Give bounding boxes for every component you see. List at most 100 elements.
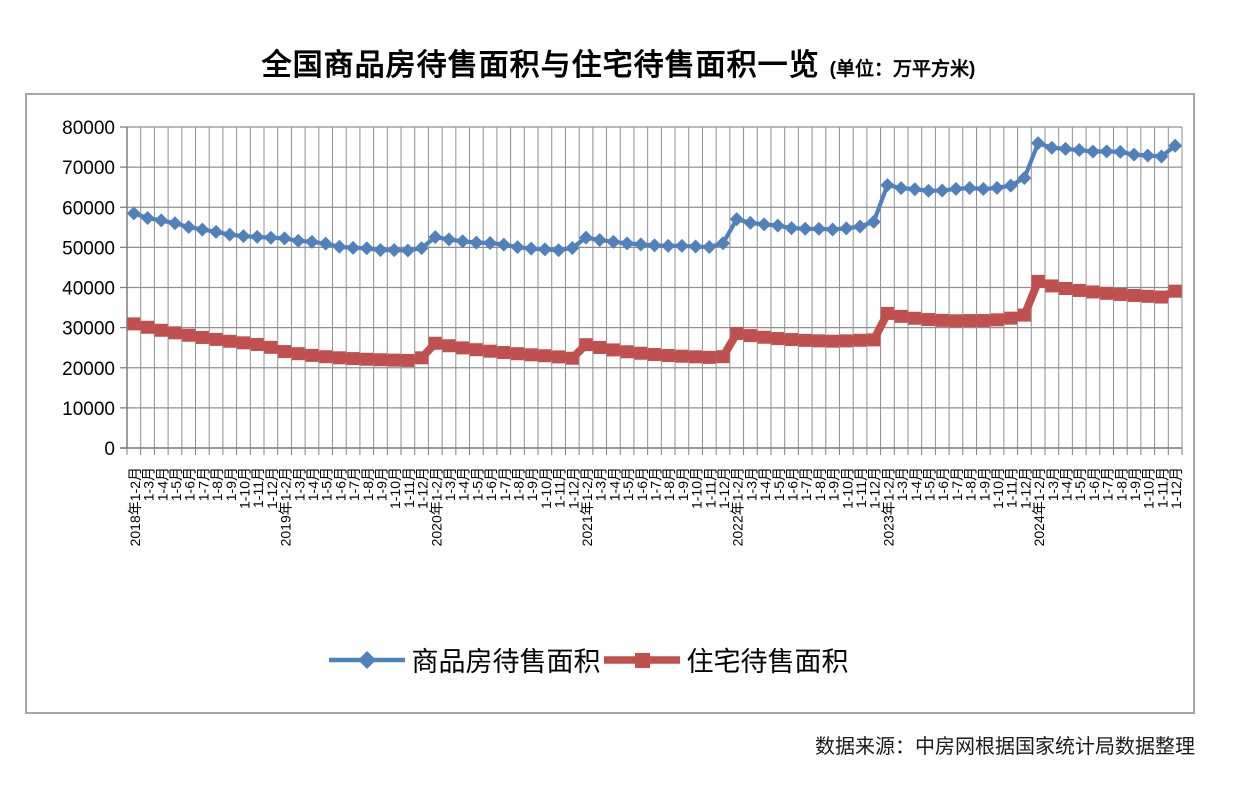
svg-text:1-4月: 1-4月: [908, 467, 924, 501]
chart-title: 全国商品房待售面积与住宅待售面积一览 (单位：万平方米): [0, 40, 1237, 84]
svg-text:1-11月: 1-11月: [702, 467, 718, 508]
svg-text:1-11月: 1-11月: [1154, 467, 1170, 508]
svg-text:1-6月: 1-6月: [1086, 467, 1102, 501]
svg-text:1-8月: 1-8月: [1113, 467, 1129, 501]
svg-text:1-9月: 1-9月: [826, 467, 842, 501]
svg-text:80000: 80000: [62, 118, 115, 139]
svg-text:1-12月: 1-12月: [415, 467, 431, 509]
legend-marker-diamond-icon: [328, 650, 405, 669]
svg-text:20000: 20000: [62, 359, 115, 380]
svg-text:1-10月: 1-10月: [538, 467, 554, 509]
svg-text:1-8月: 1-8月: [209, 467, 225, 501]
svg-text:1-3月: 1-3月: [1045, 467, 1061, 501]
svg-text:1-6月: 1-6月: [483, 467, 499, 501]
svg-text:1-11月: 1-11月: [853, 467, 869, 508]
svg-text:1-3月: 1-3月: [894, 467, 910, 501]
svg-text:1-10月: 1-10月: [990, 467, 1006, 509]
svg-text:1-11月: 1-11月: [401, 467, 417, 508]
svg-text:1-4月: 1-4月: [154, 467, 170, 501]
svg-text:30000: 30000: [62, 319, 115, 340]
svg-text:1-11月: 1-11月: [1004, 467, 1020, 508]
svg-text:1-7月: 1-7月: [497, 467, 513, 501]
svg-text:1-10月: 1-10月: [236, 467, 252, 509]
svg-text:1-9月: 1-9月: [223, 467, 239, 501]
svg-text:1-12月: 1-12月: [264, 467, 280, 509]
svg-text:1-10月: 1-10月: [1141, 467, 1157, 509]
svg-text:1-9月: 1-9月: [1127, 467, 1143, 501]
svg-text:1-4月: 1-4月: [1059, 467, 1075, 501]
svg-text:1-4月: 1-4月: [456, 467, 472, 501]
chart-title-unit: (单位：万平方米): [829, 59, 976, 80]
svg-text:1-6月: 1-6月: [332, 467, 348, 501]
svg-text:1-3月: 1-3月: [141, 467, 157, 501]
legend-marker-square-icon: [603, 652, 680, 668]
svg-text:1-8月: 1-8月: [661, 467, 677, 501]
legend-item-residential: 住宅待售面积: [603, 640, 849, 679]
svg-text:1-4月: 1-4月: [305, 467, 321, 501]
svg-text:1-7月: 1-7月: [798, 467, 814, 501]
svg-text:1-6月: 1-6月: [935, 467, 951, 501]
svg-text:1-11月: 1-11月: [250, 467, 266, 508]
svg-text:1-5月: 1-5月: [319, 467, 335, 501]
svg-text:1-8月: 1-8月: [510, 467, 526, 501]
svg-text:40000: 40000: [62, 279, 115, 300]
chart-area: 0 10000 20000 30000 40000 50000 60000 70000 8000…: [25, 93, 1195, 714]
svg-text:1-6月: 1-6月: [785, 467, 801, 501]
legend-label-commercial: 商品房待售面积: [411, 647, 601, 677]
svg-text:1-4月: 1-4月: [757, 467, 773, 501]
svg-text:1-7月: 1-7月: [195, 467, 211, 501]
svg-text:2020年1-2月: 2020年1-2月: [428, 467, 444, 546]
svg-text:1-5月: 1-5月: [168, 467, 184, 501]
legend-item-commercial: 商品房待售面积: [328, 640, 601, 679]
svg-text:1-7月: 1-7月: [648, 467, 664, 501]
svg-text:1-8月: 1-8月: [360, 467, 376, 501]
svg-text:2024年1-2月: 2024年1-2月: [1031, 467, 1047, 546]
svg-text:1-7月: 1-7月: [1100, 467, 1116, 501]
svg-text:1-12月: 1-12月: [1017, 467, 1033, 509]
line-chart: 0 10000 20000 30000 40000 50000 60000 70000 8000…: [62, 118, 1184, 546]
svg-text:70000: 70000: [62, 158, 115, 179]
svg-text:1-6月: 1-6月: [634, 467, 650, 501]
svg-text:1-11月: 1-11月: [552, 467, 568, 508]
svg-text:1-12月: 1-12月: [867, 467, 883, 509]
svg-text:1-9月: 1-9月: [524, 467, 540, 501]
svg-text:1-10月: 1-10月: [689, 467, 705, 509]
legend-label-residential: 住宅待售面积: [686, 647, 849, 677]
svg-text:1-9月: 1-9月: [373, 467, 389, 501]
svg-text:10000: 10000: [62, 399, 115, 420]
svg-text:1-5月: 1-5月: [922, 467, 938, 501]
svg-text:1-12月: 1-12月: [1168, 467, 1184, 509]
svg-text:1-3月: 1-3月: [291, 467, 307, 501]
svg-text:1-3月: 1-3月: [593, 467, 609, 501]
legend: 商品房待售面积 住宅待售面积: [5, 640, 1171, 679]
svg-text:2018年1-2月: 2018年1-2月: [127, 467, 143, 546]
svg-text:1-6月: 1-6月: [182, 467, 198, 501]
svg-text:1-5月: 1-5月: [1072, 467, 1088, 501]
svg-text:1-9月: 1-9月: [675, 467, 691, 501]
svg-text:2019年1-2月: 2019年1-2月: [278, 467, 294, 546]
svg-text:60000: 60000: [62, 198, 115, 219]
svg-text:1-5月: 1-5月: [620, 467, 636, 501]
svg-text:2023年1-2月: 2023年1-2月: [880, 467, 896, 546]
svg-text:1-3月: 1-3月: [442, 467, 458, 501]
svg-text:1-7月: 1-7月: [346, 467, 362, 501]
svg-text:1-12月: 1-12月: [716, 467, 732, 509]
svg-text:2021年1-2月: 2021年1-2月: [579, 467, 595, 546]
svg-text:1-3月: 1-3月: [743, 467, 759, 501]
svg-text:1-4月: 1-4月: [606, 467, 622, 501]
svg-text:1-10月: 1-10月: [387, 467, 403, 509]
svg-text:1-7月: 1-7月: [949, 467, 965, 501]
svg-text:50000: 50000: [62, 238, 115, 259]
svg-text:1-9月: 1-9月: [976, 467, 992, 501]
svg-text:1-5月: 1-5月: [771, 467, 787, 501]
svg-text:1-10月: 1-10月: [839, 467, 855, 509]
svg-text:1-8月: 1-8月: [812, 467, 828, 501]
svg-text:1-5月: 1-5月: [469, 467, 485, 501]
svg-text:1-12月: 1-12月: [565, 467, 581, 509]
data-source: 数据来源：中房网根据国家统计局数据整理: [815, 736, 1195, 758]
svg-text:1-8月: 1-8月: [963, 467, 979, 501]
svg-text:2022年1-2月: 2022年1-2月: [730, 467, 746, 546]
svg-text:0: 0: [104, 439, 115, 460]
chart-title-text: 全国商品房待售面积与住宅待售面积一览: [261, 49, 820, 82]
